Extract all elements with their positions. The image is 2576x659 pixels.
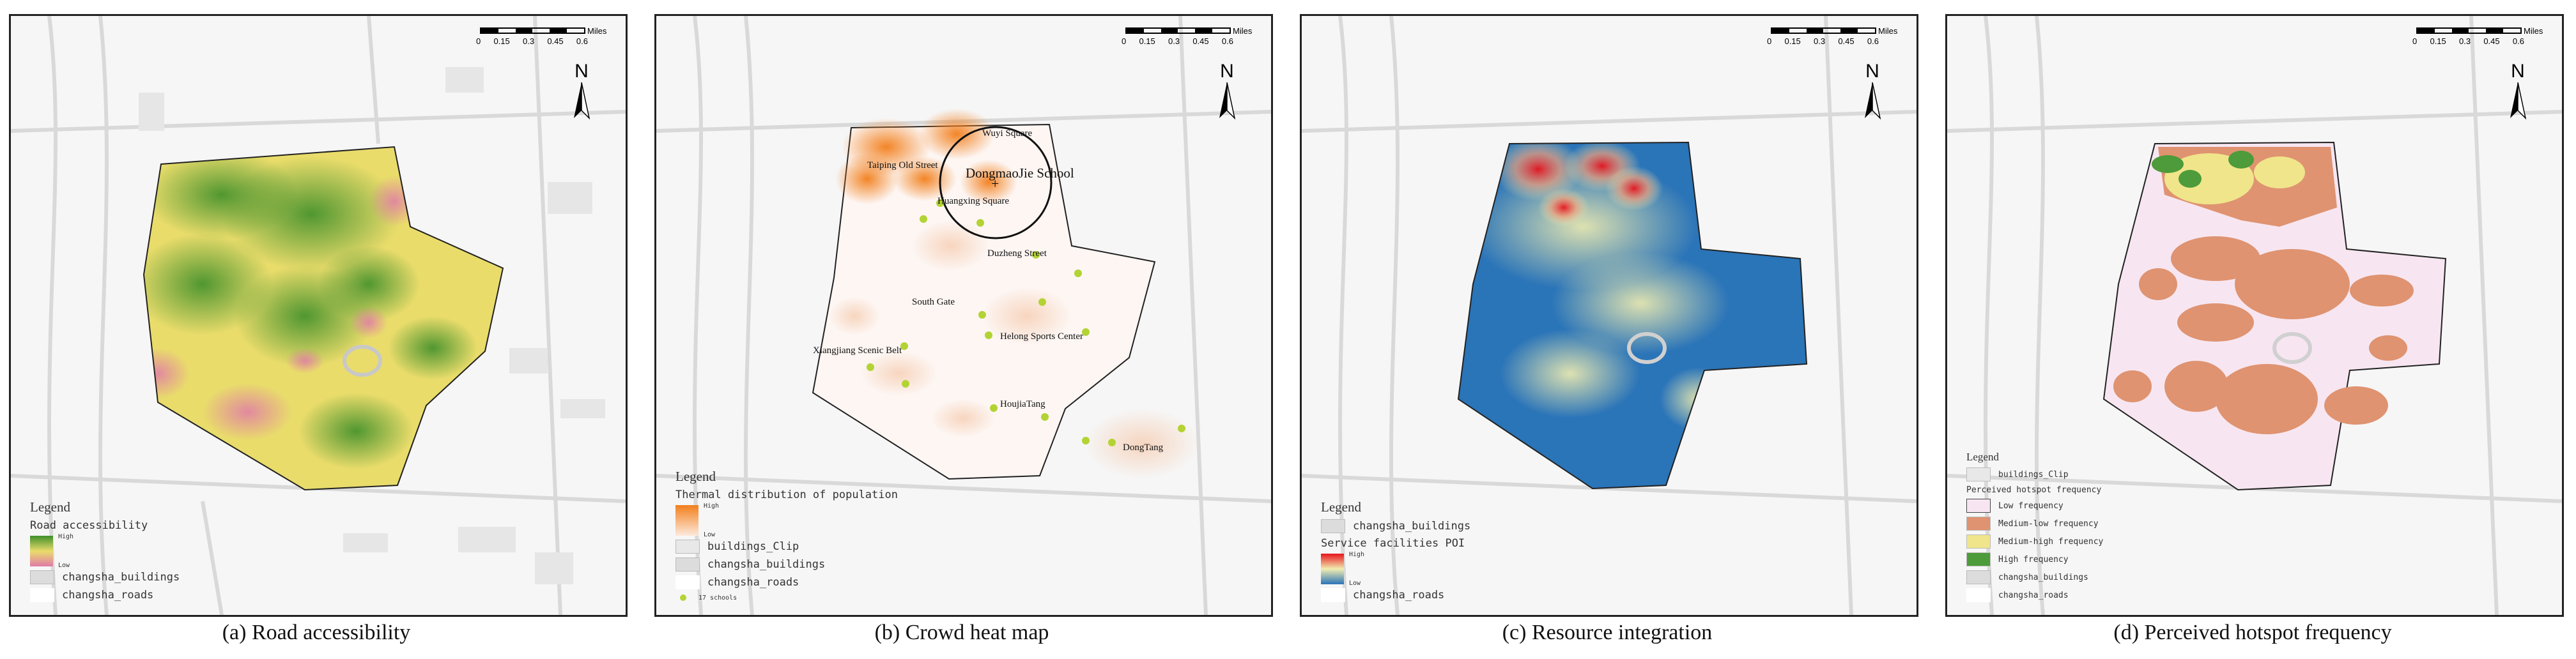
panel-perceived-hotspot-frequency: Miles 0 0.15 0.3 0.45 0.6 N Legend buildings… [1936, 0, 2569, 659]
label-duzheng-street: Duzheng Street [987, 248, 1047, 259]
legend: Legend changsha_buildings Service facili… [1321, 499, 1471, 602]
north-arrow-icon: N [2502, 61, 2534, 120]
panel-resource-integration: Miles 0 0.15 0.3 0.45 0.6 N Legend changsha_… [1291, 0, 1924, 659]
map-frame: + Wuyi Square Taiping Old Street Dongmao… [654, 14, 1273, 617]
label-houjiatang: HoujiaTang [1000, 399, 1045, 409]
scale-bar: Miles 0 0.15 0.3 0.45 0.6 [1122, 26, 1253, 46]
caption: (b) Crowd heat map [874, 621, 1049, 644]
map-frame: Miles 0 0.15 0.3 0.45 0.6 N Legend buildings… [1945, 14, 2564, 617]
caption: (d) Perceived hotspot frequency [2113, 621, 2392, 644]
label-xiangjiang-scenic-belt: Xiangjiang Scenic Belt [813, 345, 902, 356]
north-arrow-icon: N [1856, 61, 1888, 120]
scale-bar: Miles 0 0.15 0.3 0.45 0.6 [2412, 26, 2543, 46]
label-dongmaojie-school: DongmaoJie School [966, 165, 1074, 181]
north-arrow-icon: N [566, 61, 598, 120]
legend: Legend Road accessibility High Low changs… [30, 499, 180, 602]
label-helong-sports-center: Helong Sports Center [1000, 331, 1083, 342]
legend: Legend Thermal distribution of populatio… [675, 469, 898, 602]
caption: (a) Road accessibility [222, 621, 411, 644]
map-frame: Miles 0 0.15 0.3 0.45 0.6 N Legend Road acce… [9, 14, 628, 617]
legend: Legend buildings_Clip Perceived hotspot … [1966, 451, 2103, 606]
panel-crowd-heat-map: + Wuyi Square Taiping Old Street Dongmao… [645, 0, 1278, 659]
label-taiping-old-street: Taiping Old Street [867, 160, 938, 170]
north-arrow-icon: N [1211, 61, 1243, 120]
map-frame: Miles 0 0.15 0.3 0.45 0.6 N Legend changsha_… [1300, 14, 1918, 617]
label-wuyi-square: Wuyi Square [982, 128, 1033, 139]
label-huangxing-square: Huangxing Square [937, 196, 1010, 206]
caption: (c) Resource integration [1502, 621, 1713, 644]
basemap: + [656, 16, 1271, 615]
scale-bar: Miles 0 0.15 0.3 0.45 0.6 [476, 26, 607, 46]
basemap [11, 16, 626, 615]
basemap [1302, 16, 1917, 615]
label-dongtang: DongTang [1123, 443, 1164, 453]
scale-bar: Miles 0 0.15 0.3 0.45 0.6 [1767, 26, 1898, 46]
svg-text:+: + [991, 176, 999, 192]
panel-road-accessibility: Miles 0 0.15 0.3 0.45 0.6 N Legend Road acce… [0, 0, 633, 659]
label-south-gate: South Gate [912, 297, 955, 307]
